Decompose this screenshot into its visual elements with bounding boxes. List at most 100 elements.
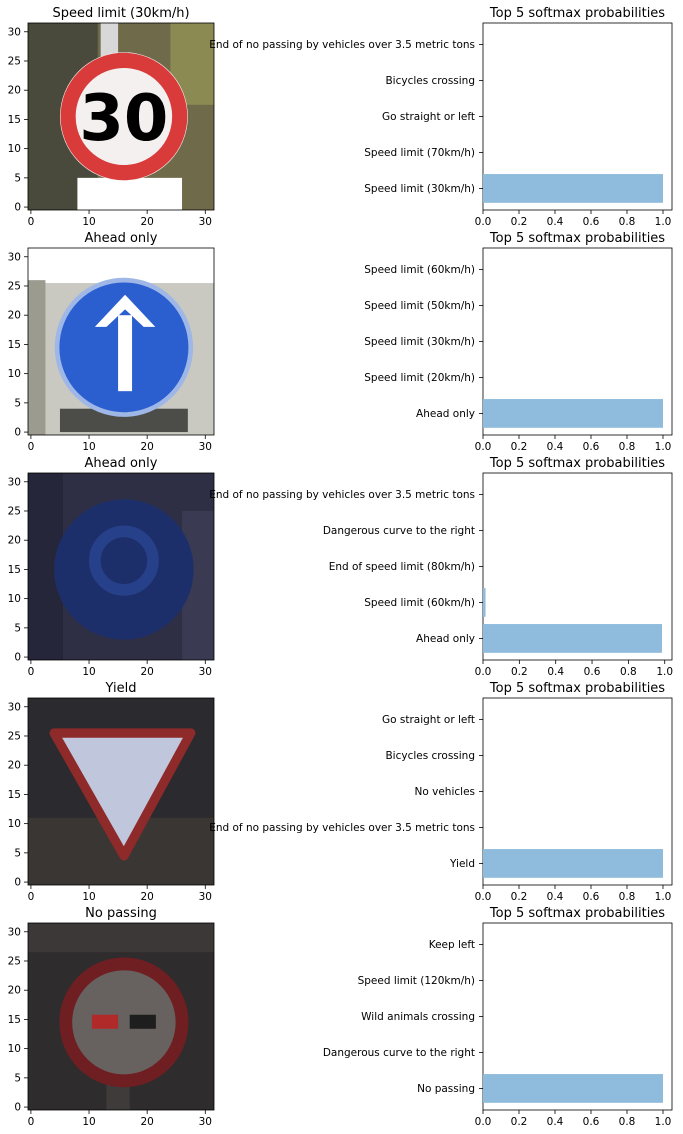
category-label: End of no passing by vehicles over 3.5 m…	[209, 489, 475, 501]
sign-image	[28, 473, 214, 660]
y-tick-label: 20	[8, 85, 21, 97]
x-tick-label: 0.2	[511, 1116, 528, 1128]
bar-chart-title: Top 5 softmax probabilities	[489, 231, 665, 246]
category-label: Go straight or left	[382, 714, 475, 726]
x-tick-label: 1.0	[655, 891, 672, 903]
x-tick-label: 30	[199, 666, 212, 678]
x-tick-label: 0.8	[619, 1116, 636, 1128]
y-tick-label: 25	[8, 55, 21, 67]
x-tick-label: 1.0	[655, 216, 672, 228]
x-tick-label: 10	[82, 1116, 95, 1128]
category-label: No passing	[417, 1083, 475, 1095]
sign-disc	[59, 52, 188, 181]
category-label: Bicycles crossing	[385, 75, 475, 87]
x-tick-label: 0.4	[547, 216, 564, 228]
probability-bar	[483, 399, 663, 428]
sign-disc	[59, 957, 189, 1088]
x-tick-label: 10	[82, 666, 95, 678]
category-label: Ahead only	[416, 633, 475, 645]
y-tick-label: 30	[8, 251, 21, 263]
category-label: Wild animals crossing	[361, 1011, 475, 1023]
y-tick-label: 25	[8, 280, 21, 292]
x-tick-label: 0	[28, 441, 35, 453]
y-tick-label: 30	[8, 26, 21, 38]
y-tick-label: 15	[8, 564, 21, 576]
image-title: No passing	[85, 906, 157, 921]
y-tick-label: 20	[8, 535, 21, 547]
photo-top	[28, 923, 214, 953]
bar-panel: Top 5 softmax probabilities Speed limit (…	[209, 6, 673, 228]
y-tick-label: 10	[8, 143, 21, 155]
y-tick-label: 20	[8, 310, 21, 322]
y-tick-label: 0	[14, 202, 21, 214]
category-label: Speed limit (120km/h)	[358, 975, 475, 987]
y-tick-label: 5	[14, 847, 21, 859]
category-label: End of speed limit (80km/h)	[329, 561, 475, 573]
sign-faint-arrow	[89, 525, 159, 596]
sign-image-clip	[28, 698, 214, 885]
y-tick-label: 10	[8, 1043, 21, 1055]
y-tick-label: 5	[14, 622, 21, 634]
x-tick-label: 0	[28, 891, 35, 903]
x-tick-label: 0.8	[619, 441, 636, 453]
y-tick-label: 0	[14, 1102, 21, 1114]
x-tick-label: 30	[199, 1116, 212, 1128]
image-panel: Ahead only 0 10 20 30 0 5 10 15 20 25 30	[8, 231, 215, 453]
bar-chart-title: Top 5 softmax probabilities	[489, 681, 665, 696]
sign-red-car	[91, 1014, 119, 1029]
category-label: Yield	[449, 858, 475, 870]
category-label: Speed limit (30km/h)	[364, 336, 475, 348]
sign-image-clip	[28, 248, 214, 435]
category-label: Speed limit (70km/h)	[364, 147, 475, 159]
sign-image	[28, 698, 214, 885]
sign-arrow-shaft	[118, 315, 133, 392]
x-tick-label: 10	[82, 441, 95, 453]
sign-black-car	[129, 1014, 156, 1029]
sign-image-clip	[28, 473, 214, 660]
y-tick-label: 0	[14, 877, 21, 889]
x-tick-label: 0.0	[475, 1116, 492, 1128]
sign-image	[28, 248, 214, 435]
x-tick-label: 10	[82, 891, 95, 903]
probability-bar	[483, 588, 486, 617]
image-title: Ahead only	[85, 456, 158, 471]
x-tick-label: 10	[82, 216, 95, 228]
y-tick-label: 20	[8, 985, 21, 997]
sign-image-clip: 30	[28, 23, 214, 210]
image-title: Yield	[105, 681, 137, 696]
x-tick-label: 0.8	[619, 891, 636, 903]
x-tick-label: 20	[140, 216, 153, 228]
probability-bar	[483, 849, 663, 878]
probability-bar	[483, 174, 663, 203]
y-tick-label: 25	[8, 505, 21, 517]
sign-arrow-head	[94, 294, 156, 327]
image-frame	[27, 247, 215, 436]
sign-image: 30	[28, 23, 214, 210]
y-tick-label: 0	[14, 427, 21, 439]
category-label: Speed limit (60km/h)	[364, 597, 475, 609]
y-tick-label: 30	[8, 476, 21, 488]
x-tick-label: 0.8	[620, 666, 637, 678]
category-label: Dangerous curve to the right	[323, 1047, 475, 1059]
photo-pole	[59, 408, 188, 433]
bar-panel: Top 5 softmax probabilities Ahead only Spe…	[209, 456, 673, 678]
y-tick-label: 15	[8, 114, 21, 126]
x-tick-label: 1.0	[655, 1116, 672, 1128]
probability-bar	[483, 624, 663, 653]
y-tick-label: 10	[8, 593, 21, 605]
category-label: End of no passing by vehicles over 3.5 m…	[209, 39, 475, 51]
x-tick-label: 0.6	[583, 441, 600, 453]
y-tick-label: 15	[8, 789, 21, 801]
x-tick-label: 0.2	[511, 891, 528, 903]
image-panel: Yield 0 10 20 30 0 5 10 15 20 25 30	[8, 681, 215, 903]
x-tick-label: 0	[28, 216, 35, 228]
x-tick-label: 0.4	[547, 441, 564, 453]
category-label: Ahead only	[416, 408, 475, 420]
category-label: Speed limit (60km/h)	[364, 264, 475, 276]
category-label: Bicycles crossing	[385, 750, 475, 762]
x-tick-label: 0.2	[511, 216, 528, 228]
bar-panel: Top 5 softmax probabilities Ahead only Spe…	[364, 231, 673, 453]
y-tick-label: 10	[8, 818, 21, 830]
x-tick-label: 0.0	[475, 891, 492, 903]
y-tick-label: 25	[8, 730, 21, 742]
